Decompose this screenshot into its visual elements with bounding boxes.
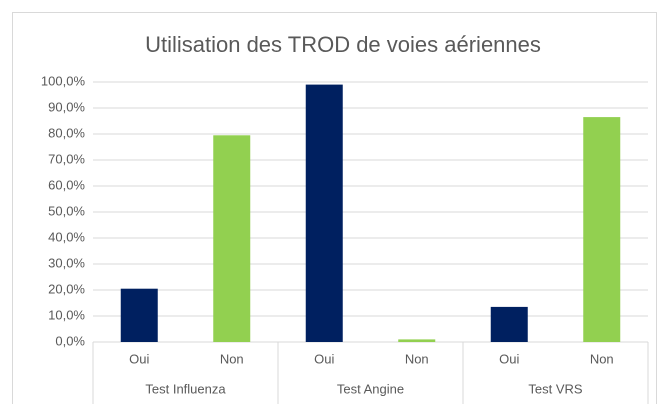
y-tick-label: 50,0% xyxy=(48,203,85,218)
y-tick-label: 70,0% xyxy=(48,151,85,166)
x-tick-label: Oui xyxy=(314,351,334,366)
y-tick-label: 0,0% xyxy=(55,333,85,348)
group-label: Test Influenza xyxy=(145,381,226,396)
y-tick-label: 100,0% xyxy=(41,73,86,88)
x-tick-label: Non xyxy=(590,351,614,366)
bar xyxy=(398,339,436,342)
y-tick-label: 90,0% xyxy=(48,99,85,114)
y-tick-label: 20,0% xyxy=(48,281,85,296)
bar xyxy=(213,135,251,342)
y-tick-label: 30,0% xyxy=(48,255,85,270)
bar xyxy=(305,84,343,342)
x-tick-label: Oui xyxy=(129,351,149,366)
bar xyxy=(120,288,158,342)
y-tick-label: 80,0% xyxy=(48,125,85,140)
x-tick-label: Non xyxy=(405,351,429,366)
x-tick-label: Non xyxy=(220,351,244,366)
chart-title: Utilisation des TROD de voies aériennes xyxy=(145,32,541,57)
y-tick-label: 40,0% xyxy=(48,229,85,244)
y-tick-label: 60,0% xyxy=(48,177,85,192)
group-label: Test VRS xyxy=(528,381,583,396)
y-tick-label: 10,0% xyxy=(48,307,85,322)
bar xyxy=(490,306,528,342)
bar xyxy=(583,117,621,342)
x-tick-label: Oui xyxy=(499,351,519,366)
group-label: Test Angine xyxy=(337,381,404,396)
